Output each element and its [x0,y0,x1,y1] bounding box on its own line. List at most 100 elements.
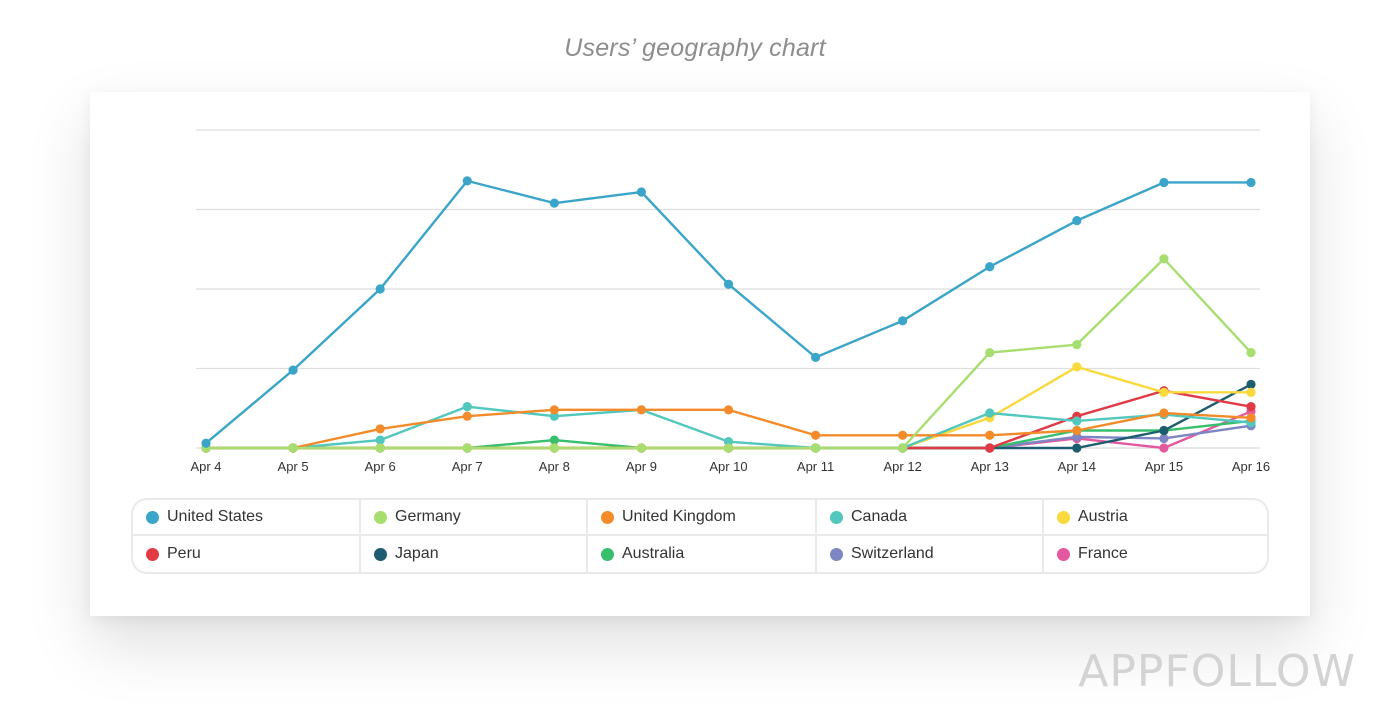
data-point[interactable] [288,365,298,375]
x-tick-label: Apr 15 [1145,459,1183,474]
data-point[interactable] [898,443,908,453]
x-axis-ticks: Apr 4 Apr 5 Apr 6 Apr 7 Apr 8 Apr 9 Apr 10 Apr … [190,459,1270,474]
data-point[interactable] [1159,408,1169,418]
data-point[interactable] [1246,402,1256,412]
data-point[interactable] [1072,425,1082,436]
data-point[interactable] [1159,433,1169,444]
data-point[interactable] [985,408,995,418]
data-point[interactable] [1072,216,1082,226]
data-point[interactable] [898,430,908,440]
legend-label: Germany [395,508,461,525]
data-point[interactable] [549,435,559,445]
legend-item-germany[interactable]: Germany [361,500,588,536]
data-point[interactable] [549,443,559,453]
legend-dot-icon [601,547,614,561]
x-tick-label: Apr 11 [797,459,834,474]
legend-dot-icon [374,547,387,561]
data-point[interactable] [201,438,211,448]
data-point[interactable] [810,352,821,362]
legend-item-switzerland[interactable]: Switzerland [817,536,1044,572]
x-tick-label: Apr 16 [1232,459,1270,474]
legend-item-france[interactable]: France [1044,536,1267,572]
legend-dot-icon [830,547,843,561]
data-point[interactable] [723,405,734,415]
data-point[interactable] [549,405,559,415]
x-tick-label: Apr 6 [365,459,396,474]
legend-item-united-kingdom[interactable]: United Kingdom [588,500,817,536]
data-point[interactable] [288,443,298,453]
data-point[interactable] [810,443,821,453]
data-point[interactable] [462,411,472,421]
data-point[interactable] [462,443,472,453]
data-point[interactable] [1072,432,1082,442]
x-tick-label: Apr 14 [1058,459,1096,474]
data-point[interactable] [810,430,821,440]
data-point[interactable] [898,316,908,326]
legend-item-japan[interactable]: Japan [361,536,588,572]
legend-dot-icon [830,510,843,524]
data-point[interactable] [723,443,734,453]
data-point[interactable] [462,176,472,186]
legend: United States Germany United Kingdom Canada… [131,498,1269,574]
data-point[interactable] [375,284,385,294]
legend-dot-icon [146,547,159,561]
data-point[interactable] [1246,387,1256,397]
x-tick-label: Apr 13 [971,459,1009,474]
data-point[interactable] [1159,177,1169,188]
legend-dot-icon [1057,547,1070,561]
legend-label: Peru [167,545,201,562]
x-tick-label: Apr 7 [452,459,483,474]
data-point[interactable] [1072,362,1082,372]
legend-item-australia[interactable]: Australia [588,536,817,572]
x-tick-label: Apr 9 [626,459,657,474]
data-point[interactable] [985,430,995,440]
x-tick-label: Apr 8 [539,459,570,474]
legend-dot-icon [146,510,159,524]
legend-label: United Kingdom [622,508,736,525]
data-point[interactable] [985,262,995,272]
data-point[interactable] [375,424,385,434]
legend-label: Canada [851,508,908,525]
data-point[interactable] [1072,443,1082,453]
data-point[interactable] [462,402,472,412]
data-point[interactable] [985,443,995,453]
data-point[interactable] [549,411,559,421]
data-point[interactable] [723,437,734,447]
legend-label: Australia [622,545,685,562]
data-point[interactable] [1159,425,1169,436]
data-point[interactable] [1159,254,1169,264]
data-point[interactable] [636,187,647,197]
data-point[interactable] [1159,387,1169,397]
legend-item-peru[interactable]: Peru [133,536,361,572]
data-point[interactable] [375,443,385,453]
data-point[interactable] [549,198,559,208]
series-united-states [201,176,1256,448]
gridlines [196,129,1260,449]
data-point[interactable] [1246,348,1256,358]
legend-label: Austria [1078,508,1128,525]
legend-dot-icon [374,510,387,524]
data-point[interactable] [1072,416,1082,426]
legend-item-canada[interactable]: Canada [817,500,1044,536]
data-point[interactable] [1246,413,1256,423]
legend-item-united-states[interactable]: United States [133,500,361,536]
legend-label: Switzerland [851,545,934,562]
data-point[interactable] [1246,379,1256,389]
legend-label: United States [167,508,264,525]
x-tick-label: Apr 10 [709,459,747,474]
data-point[interactable] [1159,443,1169,453]
data-point[interactable] [985,348,995,358]
data-point[interactable] [1246,177,1256,188]
page-title: Users’ geography chart [564,34,826,62]
data-point[interactable] [636,405,647,415]
data-point[interactable] [375,435,385,445]
data-point[interactable] [636,443,647,453]
legend-item-austria[interactable]: Austria [1044,500,1267,536]
data-point[interactable] [1072,340,1082,350]
brand-logo: APPFOLLOW [1078,646,1356,697]
x-tick-label: Apr 12 [884,459,922,474]
x-tick-label: Apr 5 [278,459,309,474]
data-point[interactable] [723,279,734,289]
legend-dot-icon [1057,510,1070,524]
legend-label: Japan [395,545,439,562]
